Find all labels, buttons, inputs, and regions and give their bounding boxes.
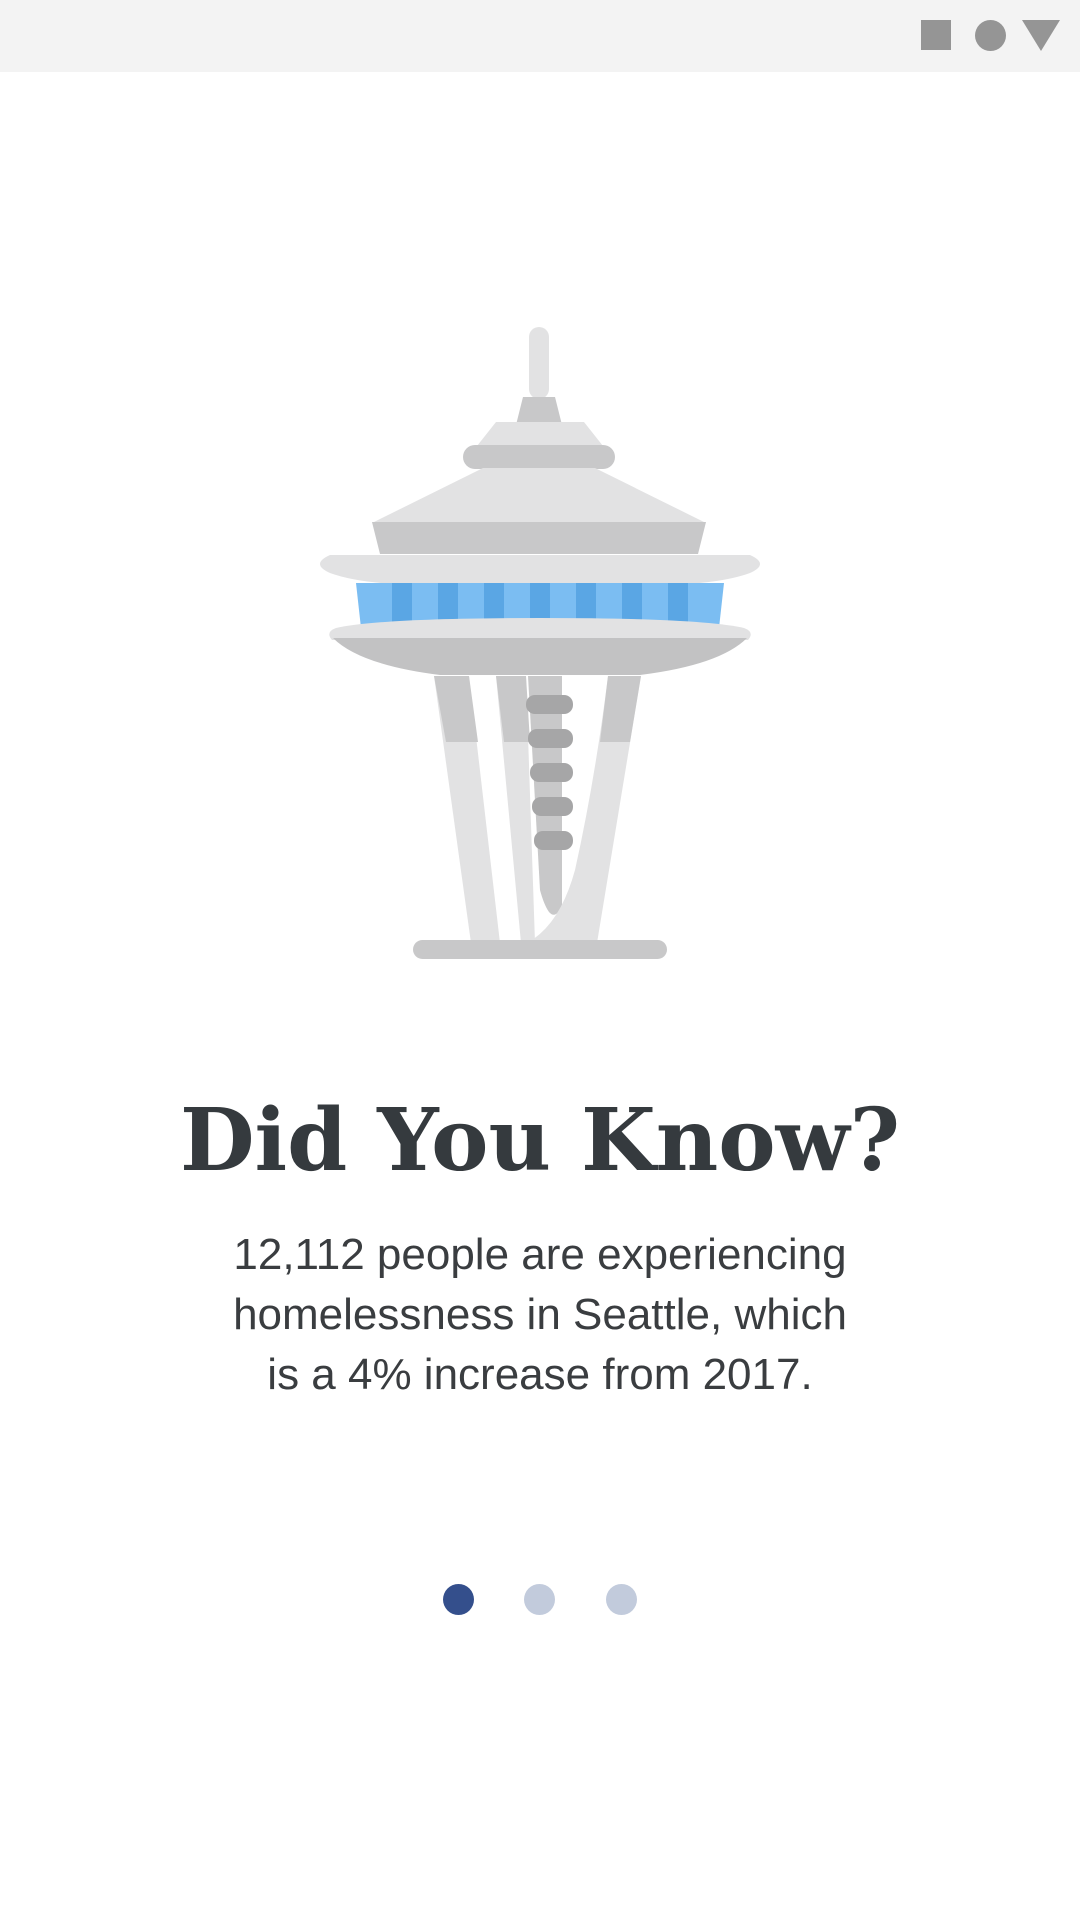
stop-square-icon [921,20,951,50]
page-dot-2[interactable] [524,1584,555,1615]
fact-line-3: is a 4% increase from 2017. [267,1350,813,1399]
record-circle-icon [975,20,1006,51]
pagination-dots [0,1584,1080,1616]
page-dot-3[interactable] [606,1584,637,1615]
fact-line-2: homelessness in Seattle, which [233,1290,847,1339]
page-title: Did You Know? [179,1090,901,1191]
fact-line-1: 12,112 people are experiencing [233,1230,847,1279]
space-needle-icon [320,327,760,959]
status-bar [0,0,1080,72]
signal-triangle-icon [1022,20,1060,51]
page-dot-1[interactable] [443,1584,474,1615]
fact-text: 12,112 people are experiencing homelessn… [190,1225,890,1405]
